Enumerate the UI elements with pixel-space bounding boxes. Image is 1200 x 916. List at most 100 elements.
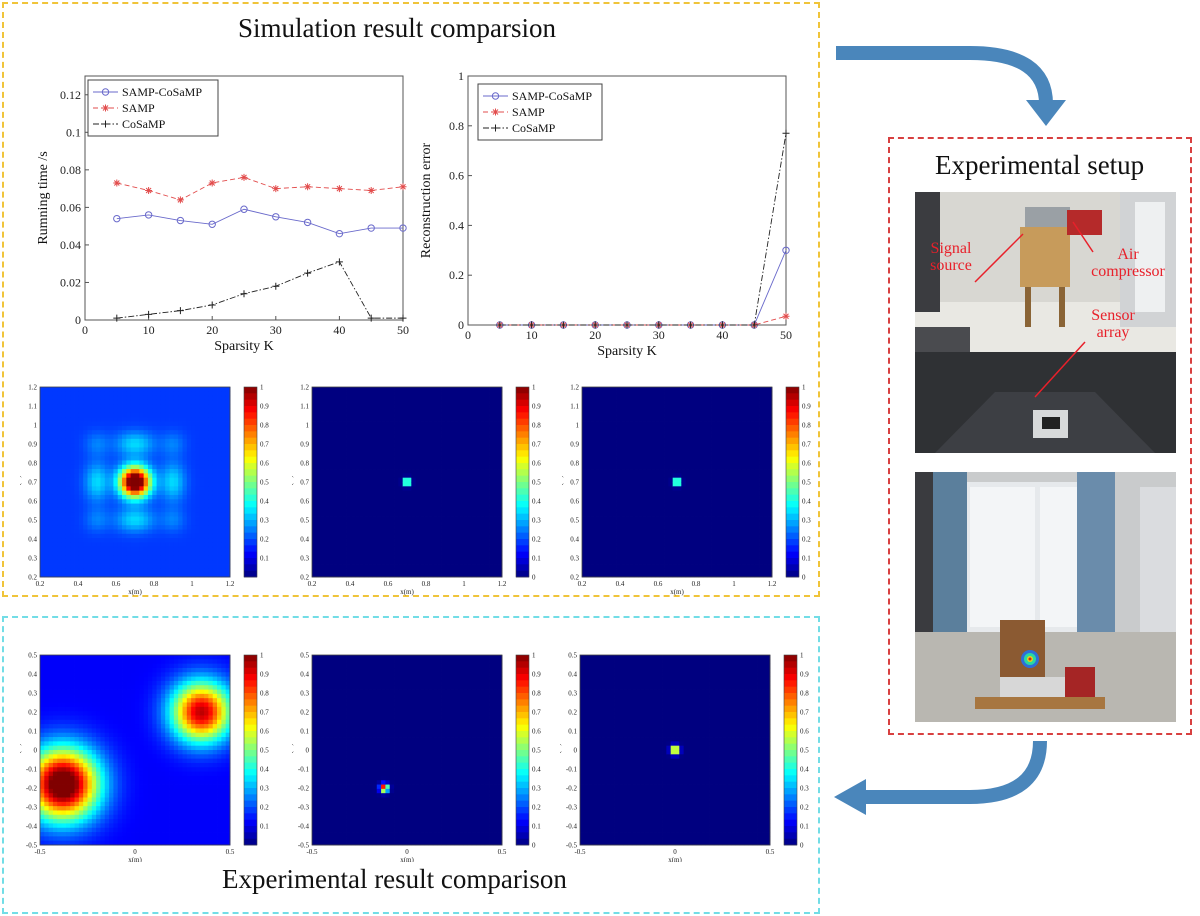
heatmap-cell (620, 412, 626, 418)
heatmap-cell (195, 460, 201, 466)
heatmap-cell (424, 542, 429, 548)
heatmap-cell (342, 456, 347, 461)
heatmap-cell (147, 456, 153, 461)
heatmap-cell (342, 542, 347, 548)
heatmap-cell (117, 520, 123, 526)
heatmap-cell (642, 512, 648, 517)
heatmap-cell (96, 555, 101, 561)
heatmap-cell (100, 559, 106, 565)
heatmap-cell (480, 464, 486, 470)
heatmap-cell (312, 408, 317, 414)
heatmap-cell (44, 516, 50, 522)
heatmap-cell (642, 520, 648, 526)
heatmap-cell (642, 430, 648, 435)
heatmap-cell (471, 460, 477, 466)
heatmap-cell (65, 559, 71, 565)
heatmap-cell (489, 520, 494, 526)
data-point (208, 301, 216, 309)
heatmap-cell (204, 469, 209, 474)
heatmap-cell (212, 494, 218, 500)
heatmap-cell (471, 507, 477, 513)
heatmap-cell (96, 443, 101, 448)
heatmap-cell (497, 542, 503, 548)
heatmap-cell (493, 559, 499, 565)
heatmap-cell (337, 555, 343, 561)
heatmap-cell (625, 516, 630, 522)
colorbar-segment (516, 501, 529, 508)
heatmap-cell (625, 568, 630, 574)
heatmap-cell (165, 529, 170, 535)
heatmap-cell (599, 443, 604, 448)
heatmap-cell (135, 482, 140, 487)
heatmap-cell (476, 469, 481, 474)
heatmap-cell (109, 451, 114, 457)
heatmap-cell (381, 564, 386, 569)
heatmap-cell (320, 520, 326, 526)
heatmap-cell (590, 494, 596, 500)
heatmap-cell (582, 464, 587, 470)
colorbar-segment (516, 545, 529, 553)
heatmap-cell (312, 430, 317, 435)
heatmap-cell (91, 447, 97, 453)
heatmap-cell (467, 412, 473, 418)
heatmap-cell (122, 486, 127, 492)
heatmap-cell (484, 512, 490, 517)
heatmap-cell (398, 542, 404, 548)
y-tick-label: 1 (306, 422, 310, 430)
heatmap-cell (629, 469, 635, 474)
heatmap-cell (48, 520, 54, 526)
heatmap-cell (590, 404, 596, 409)
heatmap-cell (96, 507, 101, 513)
heatmap-cell (402, 520, 408, 526)
heatmap-cell (493, 572, 499, 578)
heatmap-cell (61, 395, 67, 401)
heatmap-cell (376, 464, 382, 470)
heatmap-cell (178, 421, 183, 427)
heatmap-cell (638, 408, 643, 414)
heatmap-cell (664, 443, 669, 448)
heatmap-cell (454, 404, 460, 409)
heatmap-cell (454, 542, 460, 548)
heatmap-cell (70, 464, 75, 470)
heatmap-cell (463, 399, 468, 405)
heatmap-cell (633, 391, 639, 397)
heatmap-cell (590, 520, 596, 526)
heatmap-cell (195, 499, 201, 504)
heatmap-cell (225, 507, 231, 513)
heatmap-cell (655, 425, 661, 431)
heatmap-cell (91, 456, 97, 461)
heatmap-cell (178, 469, 183, 474)
heatmap-cell (83, 559, 88, 565)
heatmap-cell (87, 425, 93, 431)
heatmap-cell (633, 443, 639, 448)
heatmap-cell (65, 460, 71, 466)
heatmap-cell (590, 477, 596, 483)
heatmap-cell (603, 387, 609, 392)
heatmap-cell (324, 568, 330, 574)
heatmap-cell (368, 412, 373, 418)
heatmap-cell (381, 447, 386, 453)
heatmap-cell (152, 387, 157, 392)
heatmap-cell (476, 512, 481, 517)
heatmap-cell (441, 434, 447, 440)
heatmap-cell (633, 477, 639, 483)
heatmap-cell (398, 568, 404, 574)
heatmap-cell (638, 499, 643, 504)
heatmap-cell (199, 456, 205, 461)
heatmap-cell (445, 507, 451, 513)
heatmap-cell (655, 555, 661, 561)
heatmap-cell (450, 399, 455, 405)
heatmap-cell (484, 572, 490, 578)
heatmap-cell (402, 507, 408, 513)
heatmap-cell (61, 551, 67, 556)
heatmap-cell (186, 477, 192, 483)
heatmap-cell (607, 538, 613, 543)
heatmap-cell (204, 529, 209, 535)
heatmap-cell (156, 399, 162, 405)
heatmap-cell (642, 387, 648, 392)
heatmap-cell (57, 494, 62, 500)
heatmap-cell (651, 520, 656, 526)
heatmap-cell (113, 503, 119, 509)
heatmap-cell (655, 499, 661, 504)
heatmap-cell (620, 443, 626, 448)
